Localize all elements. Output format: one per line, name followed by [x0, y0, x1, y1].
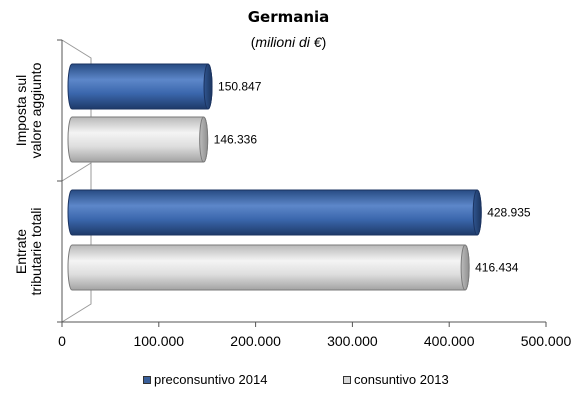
back-wall-outline — [61, 39, 92, 323]
chart-subtitle: (milioni di €) — [0, 34, 577, 50]
bar-cap — [203, 63, 213, 110]
x-tick-label: 500.000 — [521, 333, 572, 349]
x-tick-label: 400.000 — [424, 333, 475, 349]
bar-1-1 — [67, 244, 470, 291]
legend-swatch-gray — [343, 375, 351, 384]
bar-1-0 — [67, 116, 209, 163]
data-label: 150.847 — [218, 80, 262, 94]
bar-0-0 — [67, 63, 213, 110]
legend-label-preconsuntivo: preconsuntivo 2014 — [154, 372, 268, 387]
bar-0-1 — [67, 189, 482, 236]
x-tick-label: 0 — [58, 333, 66, 349]
bar-cap — [460, 244, 470, 291]
subtitle-close-paren: ) — [321, 34, 327, 50]
category-label-line: Entrate — [13, 229, 29, 274]
x-tick-label: 300.000 — [327, 333, 378, 349]
legend-swatch-blue — [143, 375, 151, 384]
category-label: Entratetributarie totali — [13, 208, 44, 296]
bar-cap — [199, 116, 209, 163]
chart-title: Germania — [247, 8, 330, 26]
category-label-line: valore aggiunto — [28, 62, 44, 158]
category-label-line: Imposta sul — [13, 75, 29, 147]
subtitle-open-paren: ( — [250, 34, 256, 50]
data-label: 428.935 — [487, 206, 531, 220]
bars-group — [67, 63, 482, 291]
category-label-line: tributarie totali — [28, 208, 44, 296]
x-tick-label: 200.000 — [230, 333, 281, 349]
subtitle-unit: milioni di € — [255, 34, 322, 50]
labels-group: 0 100.000 200.000 300.000 400.000 500.000 Impo… — [13, 62, 572, 349]
data-label: 146.336 — [214, 133, 258, 147]
x-tick-label: 100.000 — [133, 333, 184, 349]
category-divider-depth — [61, 162, 92, 182]
legend-item-preconsuntivo: preconsuntivo 2014 — [143, 372, 267, 387]
data-label: 416.434 — [475, 261, 519, 275]
legend-item-consuntivo: consuntivo 2013 — [343, 372, 449, 387]
bar-cap — [472, 189, 482, 236]
plot-frame — [57, 39, 547, 327]
legend-label-consuntivo: consuntivo 2013 — [354, 372, 449, 387]
category-label: Imposta sulvalore aggiunto — [13, 62, 44, 158]
